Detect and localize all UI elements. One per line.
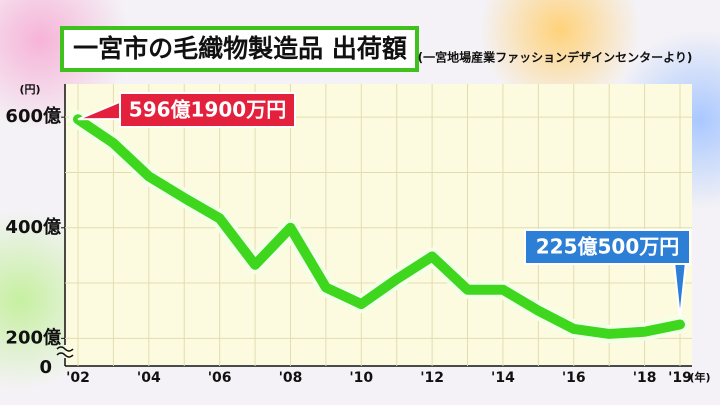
value-label: 225億500万円 [536, 235, 680, 259]
axis-break-label: 0 [39, 357, 52, 378]
chart-subtitle: (一宮地場産業ファッションデザインセンターより) [418, 50, 693, 65]
value-label: 596億1900万円 [129, 98, 286, 122]
x-tick-label: '10 [349, 370, 373, 386]
y-tick-label: 600億 [5, 105, 61, 127]
chart-title: 一宮市の毛織物製造品 出荷額 [73, 34, 407, 63]
x-tick-label: '19 [668, 370, 692, 386]
y-tick-label: 400億 [5, 216, 61, 238]
title-box [60, 26, 419, 72]
plot-area [65, 84, 692, 366]
line [73, 114, 685, 339]
x-tick-label: '02 [66, 370, 90, 386]
x-tick-label: '14 [491, 370, 515, 386]
y-tick-label: 200億 [5, 326, 61, 348]
y-unit: (円) [19, 83, 40, 96]
x-tick-label: '16 [562, 370, 586, 386]
x-tick-label: '06 [208, 370, 232, 386]
callout-box [119, 92, 296, 128]
x-tick-label: '08 [279, 370, 303, 386]
x-tick-label: '04 [137, 370, 161, 386]
x-tick-label: '12 [420, 370, 444, 386]
x-unit: (年) [689, 370, 710, 384]
axis-break [56, 346, 74, 358]
callout-box [524, 229, 691, 265]
x-tick-label: '18 [633, 370, 657, 386]
